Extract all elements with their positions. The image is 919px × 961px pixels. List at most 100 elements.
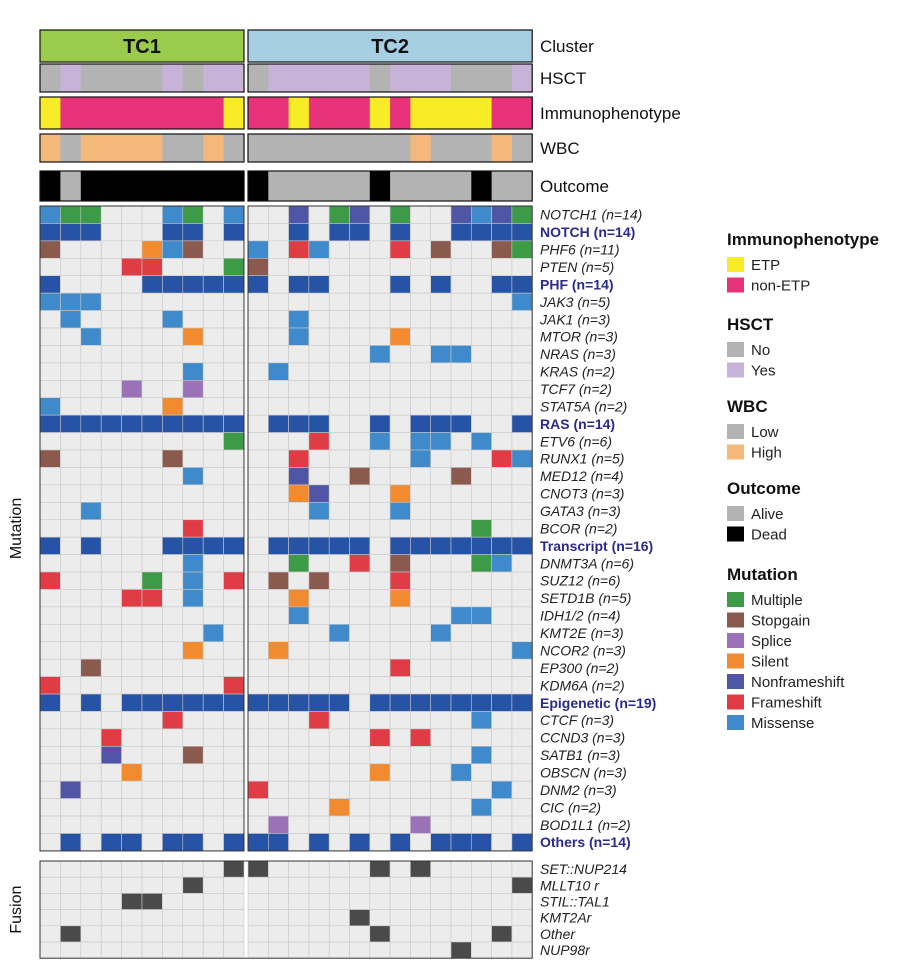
mutation-cell — [60, 658, 82, 677]
aggregate-cell — [267, 693, 289, 712]
legend-item: Stopgain — [751, 613, 810, 630]
mutation-cell — [141, 519, 163, 538]
mutation-cell — [267, 327, 289, 346]
mutation-cell — [141, 240, 163, 259]
mutation-cell — [202, 379, 224, 399]
fusion-cell — [288, 941, 310, 959]
mutation-cell — [450, 676, 472, 695]
mutation-cell — [389, 310, 411, 329]
mutation-cell — [491, 711, 513, 730]
fusion-cell — [410, 909, 431, 927]
fusion-cell — [247, 909, 269, 927]
aggregate-cell — [389, 833, 411, 852]
mutation-cell — [470, 746, 492, 765]
mutation-cell — [491, 728, 513, 747]
mutation-cell — [328, 240, 350, 259]
fusion-cell — [223, 909, 245, 927]
annotation-label-immuno: Immunophenotype — [540, 104, 681, 123]
mutation-cell — [80, 815, 102, 834]
mutation-cell — [430, 327, 452, 346]
mutation-cell — [389, 728, 411, 747]
mutation-cell — [430, 728, 452, 747]
mutation-cell — [182, 467, 204, 486]
mutation-cell — [223, 641, 245, 660]
mutation-cell — [288, 589, 310, 608]
aggregate-cell — [410, 536, 431, 555]
mutation-cell — [39, 502, 61, 521]
mutation-cell — [369, 449, 391, 468]
mutation-cell — [470, 728, 492, 747]
hsct-cell — [248, 64, 269, 92]
aggregate-cell — [491, 536, 513, 555]
mutation-panel-label: Mutation — [8, 498, 25, 559]
mutation-cell — [491, 641, 513, 660]
mutation-cell — [267, 397, 289, 416]
mutation-cell — [267, 432, 289, 451]
wbc-cell — [40, 134, 61, 162]
mutation-cell — [162, 554, 184, 573]
fusion-cell — [288, 893, 310, 910]
mutation-cell — [349, 519, 371, 538]
mutation-cell — [162, 746, 184, 765]
mutation-cell — [308, 345, 330, 364]
mutation-cell — [389, 362, 411, 381]
mutation-cell — [288, 658, 310, 677]
mutation-cell — [328, 397, 350, 416]
mutation-cell — [141, 362, 163, 381]
legend-item: Frameshift — [751, 695, 823, 712]
fusion-cell — [430, 860, 452, 878]
aggregate-cell — [202, 536, 224, 555]
aggregate-cell — [389, 275, 411, 294]
mutation-cell — [162, 484, 184, 503]
mutation-cell — [288, 815, 310, 834]
mutation-cell — [410, 327, 431, 346]
mutation-cell — [60, 641, 82, 660]
mutation-cell — [308, 449, 330, 468]
mutation-panel-frame — [247, 205, 533, 852]
fusion-cell — [39, 941, 61, 959]
mutation-cell — [450, 798, 472, 817]
aggregate-cell — [389, 414, 411, 433]
fusion-cell — [328, 860, 350, 878]
aggregate-cell — [288, 536, 310, 555]
mutation-cell — [80, 362, 102, 381]
fusion-cell — [121, 893, 143, 910]
mutation-cell — [202, 571, 224, 590]
mutation-cell — [450, 257, 472, 277]
mutation-cell — [141, 484, 163, 503]
mutation-cell — [369, 397, 391, 416]
mutation-cell — [511, 815, 533, 834]
mutation-cell — [369, 571, 391, 590]
mutation-cell — [247, 502, 269, 521]
fusion-cell — [470, 941, 492, 959]
fusion-cell — [491, 909, 513, 927]
aggregate-cell — [202, 414, 224, 433]
mutation-cell — [328, 676, 350, 695]
mutation-cell — [141, 257, 163, 277]
fusion-cell — [141, 893, 163, 910]
mutation-cell — [60, 519, 82, 538]
mutation-cell — [470, 292, 492, 311]
mutation-cell — [450, 519, 472, 538]
mutation-cell — [202, 240, 224, 259]
mutation-cell — [39, 345, 61, 364]
mutation-cell — [430, 798, 452, 817]
aggregate-cell — [349, 275, 371, 294]
wbc-cell — [369, 134, 391, 162]
outcome-cell — [369, 171, 391, 201]
fusion-cell — [80, 925, 102, 943]
mutation-cell — [389, 379, 411, 399]
legend-swatch — [727, 633, 744, 648]
mutation-cell — [182, 379, 204, 399]
legend-swatch — [727, 277, 744, 293]
mutation-cell — [349, 554, 371, 573]
wbc-cell — [308, 134, 330, 162]
mutation-cell — [369, 345, 391, 364]
mutation-cell — [247, 676, 269, 695]
mutation-cell — [223, 379, 245, 399]
mutation-cell — [182, 641, 204, 660]
fusion-cell — [247, 941, 269, 959]
mutation-cell — [328, 502, 350, 521]
mutation-cell — [328, 292, 350, 311]
wbc-cell — [60, 134, 82, 162]
